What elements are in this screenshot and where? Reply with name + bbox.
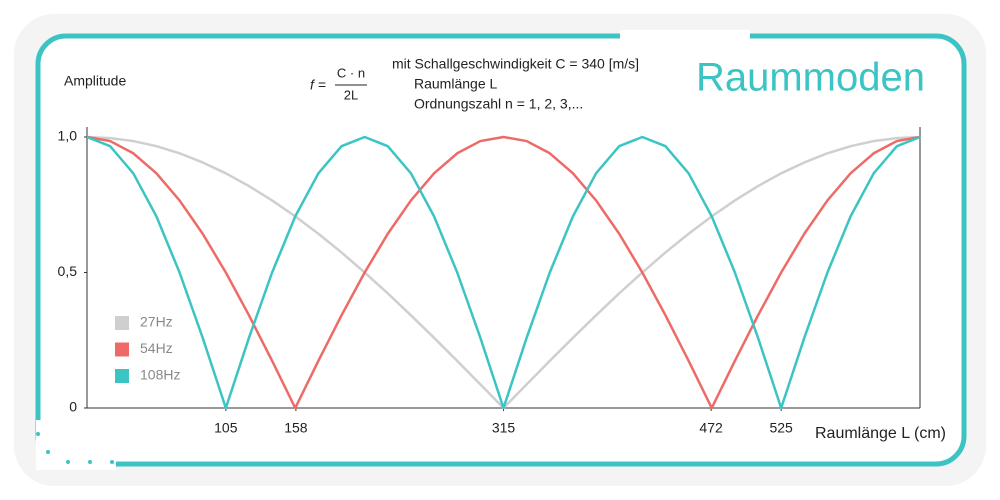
note: Ordnungszahl n = 1, 2, 3,... (414, 96, 583, 112)
card-gap (36, 420, 116, 470)
legend-label: 54Hz (140, 340, 173, 356)
legend-label: 108Hz (140, 367, 180, 383)
chart-title: Raummoden (696, 56, 925, 100)
decor-dots (36, 432, 114, 464)
x-tick-label: 525 (769, 420, 793, 436)
formula-lhs: f = (310, 77, 326, 93)
series-line (86, 135, 921, 410)
legend-swatch (115, 369, 129, 383)
formula-numerator: C · n (337, 65, 365, 80)
card-gap (620, 30, 750, 42)
note: mit Schallgeschwindigkeit C = 340 [m/s] (392, 56, 639, 72)
y-tick-label: 0 (69, 399, 77, 415)
x-tick-label: 158 (284, 420, 308, 436)
x-tick-label: 105 (214, 420, 238, 436)
x-tick-label: 472 (699, 420, 723, 436)
legend-label: 27Hz (140, 314, 173, 330)
legend-swatch (115, 342, 129, 357)
x-tick-label: 315 (492, 420, 516, 436)
y-axis-label: Amplitude (64, 73, 126, 89)
legend-swatch (115, 316, 129, 330)
x-axis-label: Raumlänge L (cm) (815, 425, 946, 442)
series-line (86, 135, 921, 410)
note: Raumlänge L (414, 76, 497, 92)
formula-denominator: 2L (344, 87, 358, 102)
y-tick-label: 0,5 (58, 263, 78, 279)
y-tick-label: 1,0 (58, 128, 78, 144)
